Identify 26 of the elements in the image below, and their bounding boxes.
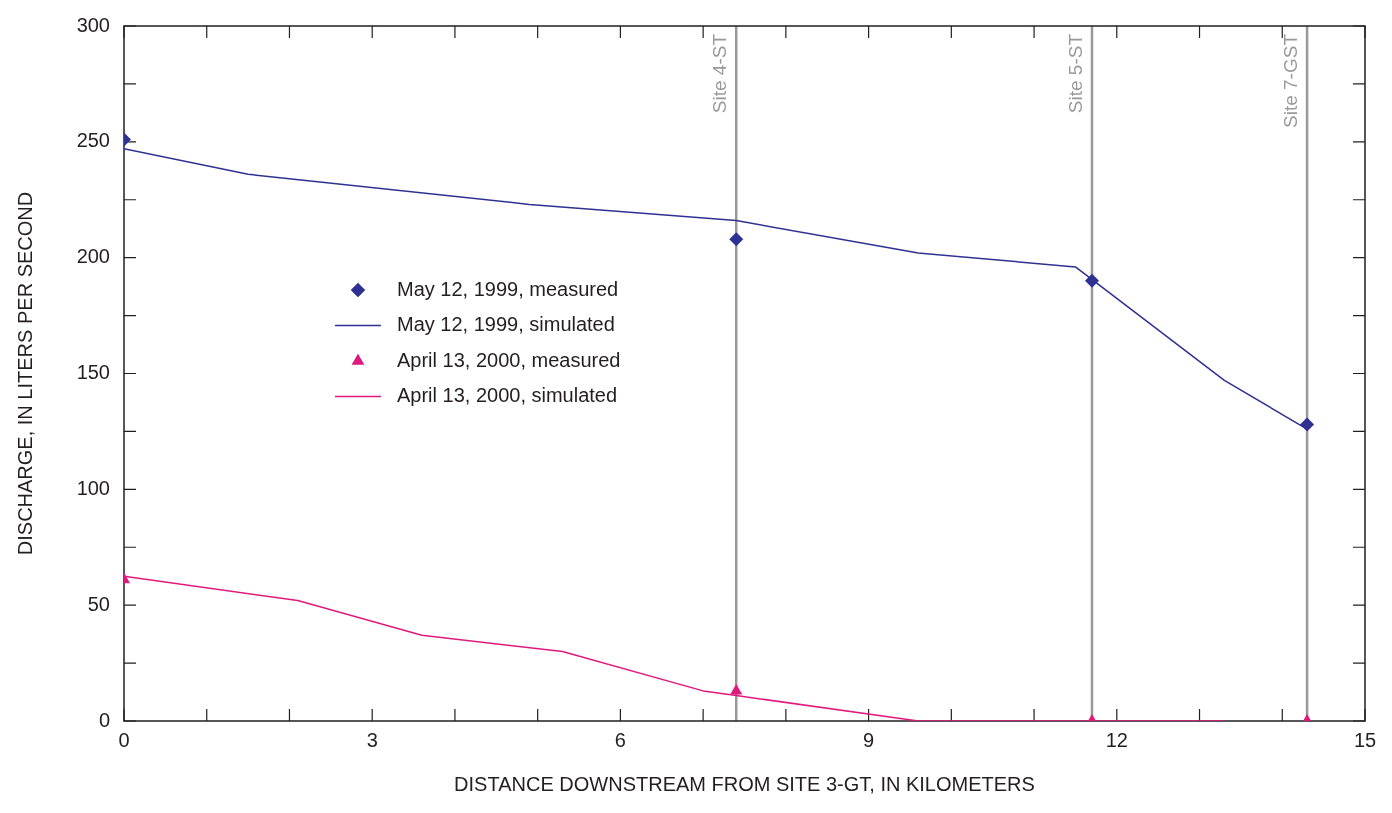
x-tick-label: 3 xyxy=(366,728,378,751)
x-tick-label: 6 xyxy=(614,728,626,751)
legend-label: May 12, 1999, measured xyxy=(396,277,619,300)
point xyxy=(729,232,744,247)
x-axis-title: DISTANCE DOWNSTREAM FROM SITE 3-GT, IN KILOMETERS xyxy=(454,772,1035,795)
y-tick-label: 150 xyxy=(76,361,110,384)
legend-label: May 12, 1999, simulated xyxy=(396,313,615,336)
y-tick-label: 250 xyxy=(76,129,110,152)
point xyxy=(1084,273,1099,288)
x-tick-label: 15 xyxy=(1353,728,1377,751)
ref-line-label: Site 7-GST xyxy=(1279,33,1301,128)
point xyxy=(730,683,743,695)
ref-line-label: Site 4-ST xyxy=(708,33,730,114)
y-tick-label: 50 xyxy=(87,592,110,615)
y-tick-label: 300 xyxy=(76,13,110,36)
y-tick-label: 0 xyxy=(98,708,110,731)
ref-line-label: Site 5-ST xyxy=(1064,33,1086,114)
y-tick-label: 100 xyxy=(76,476,110,499)
y-axis-title: DISCHARGE, IN LITERS PER SECOND xyxy=(13,191,36,556)
point xyxy=(1300,417,1315,432)
legend-label: April 13, 2000, measured xyxy=(396,348,621,371)
x-tick-label: 12 xyxy=(1105,728,1128,751)
y-tick-label: 200 xyxy=(76,245,110,268)
x-tick-label: 0 xyxy=(118,728,130,751)
legend-label: April 13, 2000, simulated xyxy=(396,384,618,407)
x-tick-label: 9 xyxy=(863,728,875,751)
